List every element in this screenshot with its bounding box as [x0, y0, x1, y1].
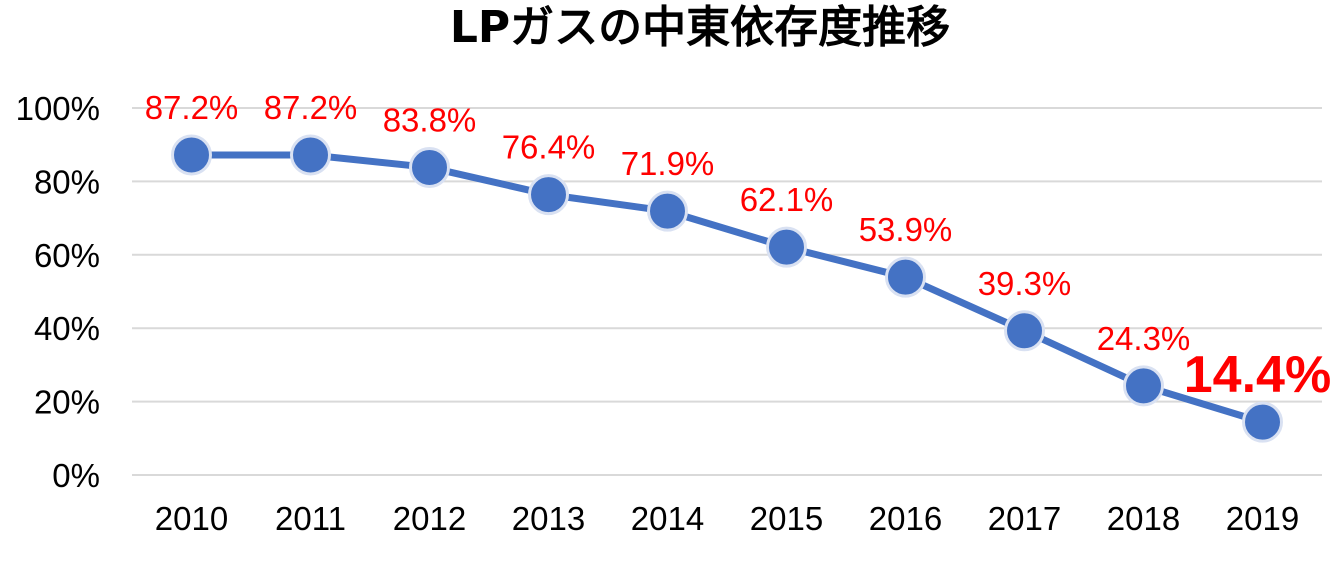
y-axis-ticks: 0% 20% 40% 60% 80% 100%	[16, 90, 100, 494]
x-tick-label: 2015	[750, 500, 823, 537]
data-point	[1242, 401, 1283, 443]
data-label: 53.9%	[859, 211, 953, 248]
data-label: 76.4%	[502, 129, 596, 166]
data-label: 39.3%	[978, 265, 1072, 302]
y-tick-label: 100%	[16, 90, 100, 127]
data-point	[647, 190, 688, 232]
data-point	[409, 146, 450, 188]
data-label: 14.4%	[1184, 346, 1331, 404]
data-label: 83.8%	[383, 101, 477, 138]
series-line-group	[188, 151, 1266, 426]
data-label: 87.2%	[264, 89, 358, 126]
x-axis-ticks: 2010 2011 2012 2013 2014 2015 2016 2017 2018 2019	[155, 500, 1299, 537]
data-point	[171, 134, 212, 176]
data-label: 71.9%	[621, 145, 715, 182]
data-label: 87.2%	[145, 89, 239, 126]
y-tick-label: 40%	[34, 310, 100, 347]
x-tick-label: 2013	[512, 500, 585, 537]
data-point	[1123, 365, 1164, 407]
data-point	[290, 134, 331, 176]
y-tick-label: 80%	[34, 163, 100, 200]
x-tick-label: 2010	[155, 500, 228, 537]
y-tick-label: 60%	[34, 237, 100, 274]
data-label: 24.3%	[1097, 320, 1191, 357]
gridlines	[132, 107, 1322, 476]
data-point	[528, 174, 569, 216]
x-tick-label: 2012	[393, 500, 466, 537]
y-tick-label: 0%	[52, 457, 100, 494]
chart-title: LPガスの中東依存度推移	[450, 2, 950, 53]
x-tick-label: 2019	[1226, 500, 1299, 537]
series-line	[188, 151, 1266, 426]
series-points	[171, 134, 1283, 443]
data-labels: 87.2% 87.2% 83.8% 76.4% 71.9% 62.1% 53.9% 39.3%…	[145, 89, 1332, 404]
x-tick-label: 2018	[1107, 500, 1180, 537]
data-point	[885, 256, 926, 298]
x-tick-label: 2016	[869, 500, 942, 537]
y-tick-label: 20%	[34, 384, 100, 421]
data-point	[766, 226, 807, 268]
data-point	[1004, 310, 1045, 352]
x-tick-label: 2017	[988, 500, 1061, 537]
x-tick-label: 2014	[631, 500, 704, 537]
data-label: 62.1%	[740, 181, 834, 218]
x-tick-label: 2011	[275, 500, 346, 537]
